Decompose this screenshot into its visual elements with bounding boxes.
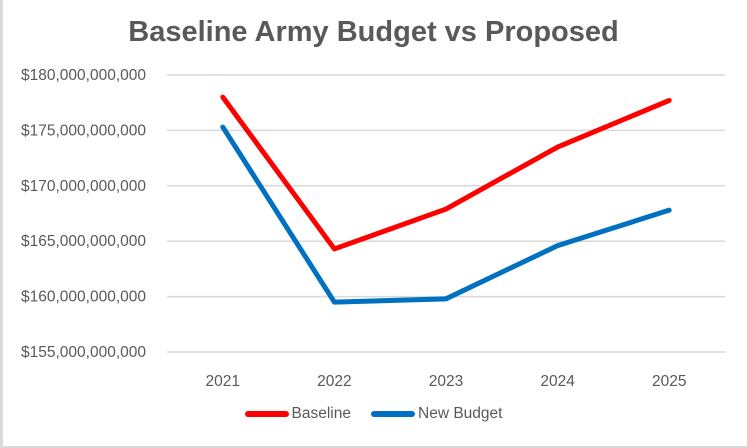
legend-swatch-baseline: [244, 411, 289, 417]
series-lines: [220, 94, 672, 305]
y-axis-tick-labels: $180,000,000,000 $175,000,000,000 $170,000…: [21, 67, 146, 361]
x-tick-label: 2025: [652, 373, 686, 390]
series-line-new-budget[interactable]: [220, 124, 672, 305]
chart-title: Baseline Army Budget vs Proposed: [128, 16, 619, 48]
legend: Baseline New Budget: [0, 405, 747, 423]
legend-label-new-budget: New Budget: [418, 405, 503, 422]
y-tick-label: $160,000,000,000: [21, 289, 146, 306]
legend-label-baseline: Baseline: [291, 405, 351, 422]
y-tick-label: $175,000,000,000: [21, 122, 146, 139]
y-tick-label: $180,000,000,000: [21, 67, 146, 84]
x-tick-label: 2022: [317, 373, 351, 390]
legend-item-new-budget[interactable]: New Budget: [371, 405, 502, 423]
legend-item-baseline[interactable]: Baseline: [244, 405, 351, 423]
y-tick-label: $155,000,000,000: [21, 344, 146, 361]
x-axis-tick-labels: 2021 2022 2023 2024 2025: [206, 373, 687, 390]
legend-swatch-new-budget: [371, 411, 415, 417]
x-tick-label: 2021: [206, 373, 240, 390]
gridlines: [167, 74, 725, 353]
y-tick-label: $165,000,000,000: [21, 233, 146, 250]
x-tick-label: 2024: [540, 373, 575, 390]
x-tick-label: 2023: [429, 373, 463, 390]
series-line-baseline[interactable]: [220, 94, 672, 252]
y-tick-label: $170,000,000,000: [21, 178, 146, 195]
